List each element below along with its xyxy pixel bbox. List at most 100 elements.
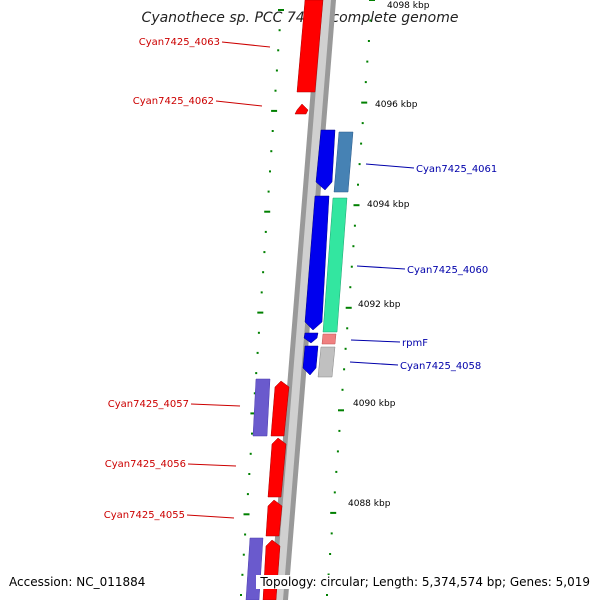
minor-tick-mark bbox=[242, 553, 245, 556]
gene-block-4060 bbox=[304, 195, 330, 331]
minor-tick-mark bbox=[335, 470, 338, 473]
minor-tick-mark bbox=[255, 372, 258, 375]
major-tick-mark bbox=[264, 210, 271, 213]
scale-label: 4098 kbp bbox=[387, 1, 430, 11]
minor-tick-mark bbox=[336, 450, 339, 453]
gene-block-4056 bbox=[267, 437, 287, 498]
minor-tick-mark bbox=[358, 163, 361, 166]
minor-tick-mark bbox=[274, 89, 277, 92]
gene-label-right[interactable]: rpmF bbox=[402, 338, 428, 349]
minor-tick-mark bbox=[264, 230, 267, 233]
gene-label-right[interactable]: Cyan7425_4061 bbox=[416, 164, 497, 175]
minor-tick-mark bbox=[367, 40, 370, 42]
minor-tick-mark bbox=[275, 69, 278, 72]
reverse-gene-blocks bbox=[302, 129, 354, 378]
minor-tick-mark bbox=[349, 286, 352, 289]
minor-tick-mark bbox=[263, 251, 266, 254]
gene-block-4055 bbox=[265, 499, 283, 537]
minor-tick-mark bbox=[344, 347, 347, 350]
scale-label: 4094 kbp bbox=[367, 200, 410, 210]
minor-tick-mark bbox=[360, 142, 363, 145]
minor-tick-mark bbox=[361, 122, 364, 125]
gene-block-4057 bbox=[270, 380, 290, 437]
callout-4058 bbox=[349, 361, 399, 366]
scale-label: 4090 kbp bbox=[353, 399, 396, 409]
scale-label: 4088 kbp bbox=[348, 499, 391, 509]
minor-tick-mark bbox=[249, 452, 252, 455]
major-tick-mark bbox=[369, 0, 375, 1]
callout-4061 bbox=[365, 163, 415, 169]
gene-block-4058-b bbox=[317, 346, 336, 378]
callout-4062 bbox=[215, 100, 263, 107]
gene-block-4061 bbox=[315, 129, 336, 191]
major-tick-mark bbox=[338, 409, 344, 412]
genome-backbone-highlight bbox=[275, 0, 331, 600]
minor-tick-mark bbox=[326, 594, 328, 596]
gene-label-left[interactable]: Cyan7425_4063 bbox=[139, 37, 220, 48]
minor-tick-mark bbox=[262, 271, 265, 274]
major-tick-mark bbox=[250, 412, 257, 415]
gene-label-right[interactable]: Cyan7425_4058 bbox=[400, 361, 481, 372]
gene-block-4063 bbox=[296, 0, 324, 93]
gene-label-left[interactable]: Cyan7425_4057 bbox=[108, 399, 189, 410]
minor-tick-mark bbox=[271, 130, 274, 132]
accession-text: Accession: NC_011884 bbox=[9, 575, 146, 589]
minor-tick-mark bbox=[251, 432, 253, 435]
gene-block-4061-b bbox=[333, 131, 354, 193]
minor-tick-mark bbox=[333, 491, 336, 494]
scale-label: 4092 kbp bbox=[358, 300, 401, 310]
minor-tick-mark bbox=[260, 291, 263, 294]
callout-4056 bbox=[187, 463, 237, 467]
minor-tick-mark bbox=[364, 81, 367, 84]
minor-tick-mark bbox=[278, 29, 281, 32]
gene-block-rpmF-b bbox=[321, 333, 337, 345]
minor-tick-mark bbox=[256, 351, 259, 354]
minor-tick-mark bbox=[241, 573, 244, 576]
minor-tick-mark bbox=[343, 368, 346, 371]
minor-tick-mark bbox=[353, 224, 356, 227]
gene-label-left[interactable]: Cyan7425_4062 bbox=[133, 96, 214, 107]
scale-label: 4096 kbp bbox=[375, 100, 418, 110]
minor-tick-mark bbox=[246, 493, 249, 496]
callout-4060 bbox=[356, 265, 406, 270]
callout-rpmF bbox=[350, 339, 401, 343]
major-tick-mark bbox=[271, 109, 278, 112]
minor-tick-mark bbox=[330, 532, 333, 535]
minor-tick-mark bbox=[329, 553, 332, 555]
map-title: Cyanothece sp. PCC 7425, complete genome bbox=[141, 10, 459, 26]
minor-tick-mark bbox=[257, 331, 260, 334]
major-tick-mark bbox=[353, 204, 360, 207]
callout-4055 bbox=[186, 514, 235, 519]
gene-block-4060-b bbox=[322, 197, 348, 333]
gene-label-left[interactable]: Cyan7425_4056 bbox=[105, 459, 186, 470]
minor-tick-mark bbox=[346, 327, 349, 330]
gene-label-left[interactable]: Cyan7425_4055 bbox=[104, 510, 185, 521]
left-tick-track bbox=[240, 9, 284, 596]
left-callouts bbox=[186, 41, 271, 519]
minor-tick-mark bbox=[352, 245, 355, 248]
major-tick-mark bbox=[345, 306, 352, 309]
minor-tick-mark bbox=[350, 265, 353, 268]
forward-gene-blocks bbox=[245, 0, 324, 600]
gene-block-purple-a bbox=[252, 378, 271, 437]
minor-tick-mark bbox=[369, 19, 372, 22]
minor-tick-mark bbox=[240, 594, 242, 596]
callout-4057 bbox=[190, 403, 241, 407]
minor-tick-mark bbox=[244, 533, 247, 536]
right-tick-track bbox=[326, 0, 375, 596]
major-tick-mark bbox=[361, 101, 368, 104]
minor-tick-mark bbox=[270, 150, 273, 153]
major-tick-mark bbox=[257, 311, 264, 314]
minor-tick-mark bbox=[327, 573, 330, 576]
gene-block-rpmF bbox=[303, 332, 319, 344]
callout-4063 bbox=[221, 41, 271, 48]
right-callouts bbox=[349, 163, 415, 366]
minor-tick-mark bbox=[248, 473, 251, 475]
gene-block-4062 bbox=[294, 103, 309, 115]
minor-tick-mark bbox=[277, 49, 280, 52]
minor-tick-mark bbox=[267, 190, 270, 193]
minor-tick-mark bbox=[269, 170, 271, 173]
gene-label-right[interactable]: Cyan7425_4060 bbox=[407, 265, 488, 276]
minor-tick-mark bbox=[366, 60, 369, 63]
